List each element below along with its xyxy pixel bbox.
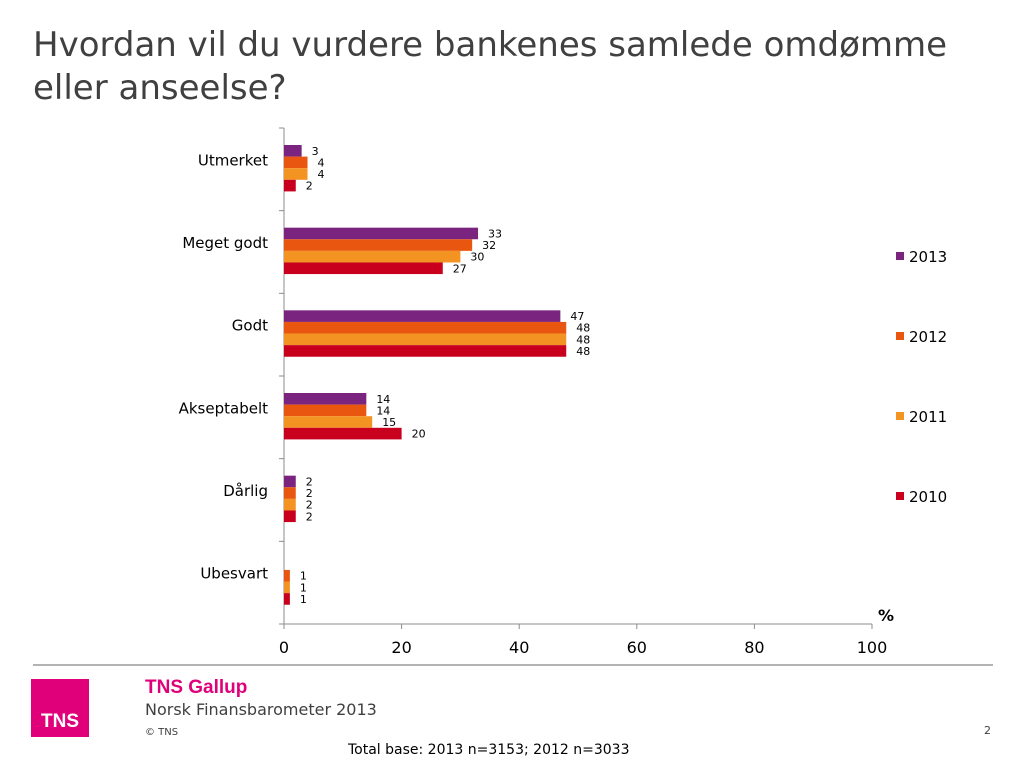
bar: [284, 416, 373, 428]
data-label: 47: [570, 310, 584, 323]
footer-divider: [33, 664, 993, 666]
category-label: Ubesvart: [200, 565, 268, 583]
data-label: 14: [376, 404, 390, 417]
unit-label: %: [878, 606, 894, 625]
copyright-text: © TNS: [145, 727, 179, 738]
category-label: Akseptabelt: [179, 399, 269, 417]
bar: [284, 179, 296, 192]
legend-label: 2012: [909, 328, 947, 346]
data-label: 2: [306, 180, 313, 193]
category-label: Utmerket: [198, 151, 268, 169]
x-tick-label: 0: [279, 638, 289, 657]
data-label: 30: [470, 251, 484, 264]
data-label: 1: [300, 593, 307, 606]
bar: [284, 498, 296, 511]
data-label: 1: [300, 570, 307, 583]
bar: [284, 156, 308, 169]
x-tick-label: 60: [627, 638, 647, 657]
data-label: 3: [312, 145, 319, 158]
bar: [284, 310, 561, 322]
category-label: Meget godt: [182, 234, 268, 252]
bar: [284, 145, 302, 157]
bar: [284, 510, 296, 523]
bar: [284, 333, 567, 346]
x-tick-label: 80: [744, 638, 764, 657]
x-tick-label: 100: [857, 638, 888, 657]
category-label: Dårlig: [223, 482, 268, 500]
data-label: 48: [576, 345, 590, 358]
data-label: 20: [412, 428, 426, 441]
data-label: 15: [382, 416, 396, 429]
bar: [284, 487, 296, 499]
report-name: Norsk Finansbarometer 2013: [145, 700, 377, 719]
data-label: 2: [306, 499, 313, 512]
bar: [284, 393, 367, 405]
bar: [284, 427, 402, 440]
data-label: 32: [482, 239, 496, 252]
bar: [284, 168, 308, 180]
data-label: 2: [306, 475, 313, 488]
legend-swatch: [896, 492, 904, 500]
bar: [284, 593, 290, 605]
data-label: 1: [300, 581, 307, 594]
bar: [284, 262, 443, 275]
x-tick-label: 20: [391, 638, 411, 657]
data-label: 2: [306, 487, 313, 500]
bar: [284, 569, 290, 582]
legend-swatch: [896, 412, 904, 420]
bar: [284, 404, 367, 417]
bar: [284, 345, 567, 357]
legend-label: 2013: [909, 248, 947, 266]
data-label: 33: [488, 227, 502, 240]
data-label: 27: [453, 262, 467, 275]
data-label: 4: [318, 156, 325, 169]
category-label: Godt: [232, 317, 268, 335]
legend-swatch: [896, 252, 904, 260]
bar: [284, 250, 461, 263]
data-label: 4: [318, 168, 325, 181]
data-label: 48: [576, 322, 590, 335]
legend-label: 2011: [909, 408, 947, 426]
page-title: Hvordan vil du vurdere bankenes samlede …: [33, 25, 948, 108]
x-tick-label: 40: [509, 638, 529, 657]
bar: [284, 239, 473, 251]
bar: [284, 227, 479, 240]
tns-logo: TNS: [31, 679, 89, 737]
bar-chart: Utmerket Meget godt Godt Akseptabelt Dårlig U…: [179, 127, 947, 657]
bar: [284, 475, 296, 488]
data-label: 2: [306, 510, 313, 523]
bar: [284, 581, 290, 594]
data-label: 14: [376, 393, 390, 406]
page-number: 2: [984, 724, 991, 737]
legend-label: 2010: [909, 488, 947, 506]
total-base-note: Total base: 2013 n=3153; 2012 n=3033: [348, 742, 630, 758]
brand-name: TNS Gallup: [145, 677, 248, 698]
data-label: 48: [576, 333, 590, 346]
bar: [284, 321, 567, 334]
legend-swatch: [896, 332, 904, 340]
